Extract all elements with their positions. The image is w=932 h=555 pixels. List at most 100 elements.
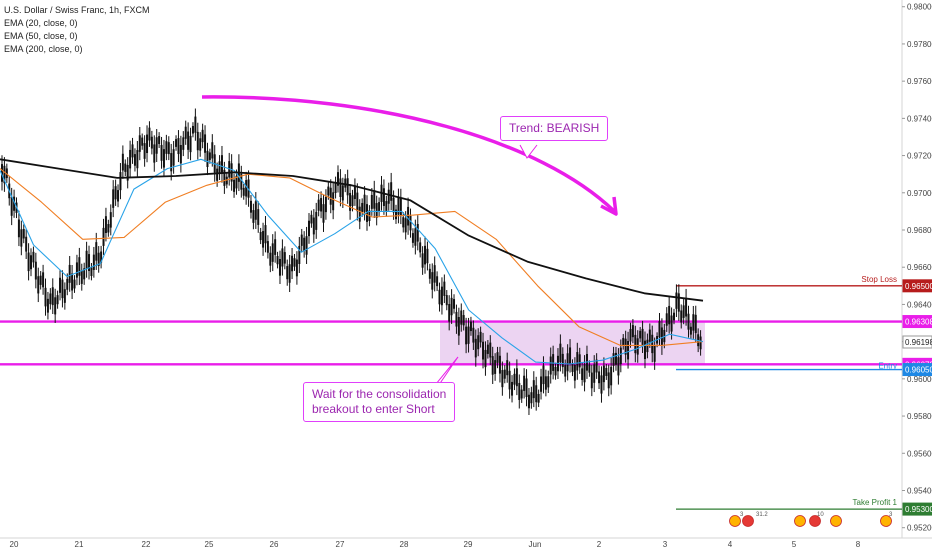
candle-body xyxy=(622,337,625,346)
candle-body xyxy=(201,129,204,143)
candle-body xyxy=(455,311,458,327)
candle-body xyxy=(92,254,95,270)
wait-callout[interactable]: Wait for the consolidation breakout to e… xyxy=(303,382,456,422)
candle-body xyxy=(506,360,509,376)
candle-body xyxy=(416,224,419,242)
candle-body xyxy=(150,136,153,149)
candle-body xyxy=(677,293,680,312)
stop-loss-label: Stop Loss xyxy=(861,275,897,284)
event-count: 3 xyxy=(740,512,744,518)
candle-body xyxy=(542,365,545,385)
candle-body xyxy=(179,144,182,164)
candle-body xyxy=(199,138,202,151)
candle-body xyxy=(278,258,281,276)
candle-body xyxy=(402,217,405,228)
candle-body xyxy=(160,144,163,161)
candle-body xyxy=(426,248,429,264)
candle-body xyxy=(133,154,136,166)
candle-body xyxy=(332,192,335,211)
candle-body xyxy=(336,172,339,186)
candle-body xyxy=(680,310,683,323)
candle-body xyxy=(262,231,265,248)
take-profit-label: Take Profit 1 xyxy=(853,498,898,507)
candle-body xyxy=(491,356,494,375)
candle-body xyxy=(286,266,289,280)
candle-body xyxy=(102,227,105,246)
candle-body xyxy=(218,161,221,174)
candle-body xyxy=(353,185,356,200)
candle-body xyxy=(204,134,207,153)
candle-body xyxy=(271,243,274,262)
candle-body xyxy=(298,245,301,264)
candle-body xyxy=(349,192,352,211)
candle-body xyxy=(73,279,76,289)
candle-body xyxy=(651,334,654,354)
candle-body xyxy=(97,252,100,267)
candle-body xyxy=(324,196,327,213)
candle-body xyxy=(10,197,13,216)
x-tick-label: 22 xyxy=(142,540,151,549)
x-tick-label: 2 xyxy=(597,540,602,549)
chart-title: U.S. Dollar / Swiss Franc, 1h, FXCM xyxy=(4,5,150,15)
candle-body xyxy=(675,292,678,309)
candle-body xyxy=(344,178,347,188)
candle-body xyxy=(80,270,83,284)
trend-callout[interactable]: Trend: BEARISH xyxy=(500,116,609,141)
candle-body xyxy=(351,195,354,207)
candle-body xyxy=(83,268,86,280)
candle-body xyxy=(46,298,49,313)
candle-body xyxy=(424,245,427,265)
candle-body xyxy=(141,137,144,146)
candle-body xyxy=(242,187,245,196)
candle-body xyxy=(689,326,692,335)
candle-body xyxy=(249,200,252,213)
candle-body xyxy=(95,242,98,261)
flag-ch-icon xyxy=(742,515,754,527)
candle-body xyxy=(573,365,576,381)
candle-body xyxy=(206,150,209,168)
candle-body xyxy=(498,355,501,374)
candle-body xyxy=(75,262,78,278)
candle-body xyxy=(317,199,320,211)
wait-line-2: breakout to enter Short xyxy=(312,402,435,416)
candle-body xyxy=(329,187,332,205)
candle-body xyxy=(648,329,651,342)
candle-body xyxy=(162,149,165,168)
candle-body xyxy=(537,393,540,403)
candle-body xyxy=(269,252,272,266)
candle-body xyxy=(477,335,480,350)
candle-body xyxy=(431,272,434,290)
candle-body xyxy=(177,138,180,155)
candle-body xyxy=(600,375,603,394)
candle-body xyxy=(233,179,236,192)
candle-body xyxy=(32,251,35,263)
candle-body xyxy=(525,378,528,398)
candle-body xyxy=(370,194,373,209)
candle-body xyxy=(257,209,260,225)
candle-body xyxy=(494,360,497,374)
candle-body xyxy=(136,150,139,169)
candle-body xyxy=(361,202,364,213)
candle-body xyxy=(220,155,223,174)
candle-body xyxy=(627,341,630,360)
candle-body xyxy=(167,142,170,155)
candle-body xyxy=(13,196,16,211)
candle-body xyxy=(540,376,543,392)
candle-body xyxy=(254,201,257,220)
candle-body xyxy=(660,327,663,346)
candle-body xyxy=(549,356,552,375)
candle-body xyxy=(85,250,88,269)
candle-body xyxy=(223,169,226,186)
candle-body xyxy=(211,142,214,159)
candle-body xyxy=(465,326,468,345)
candle-body xyxy=(590,372,593,389)
candle-body xyxy=(486,344,489,354)
flag-ch-icon xyxy=(809,515,821,527)
candle-body xyxy=(397,197,400,215)
candle-body xyxy=(266,241,269,253)
